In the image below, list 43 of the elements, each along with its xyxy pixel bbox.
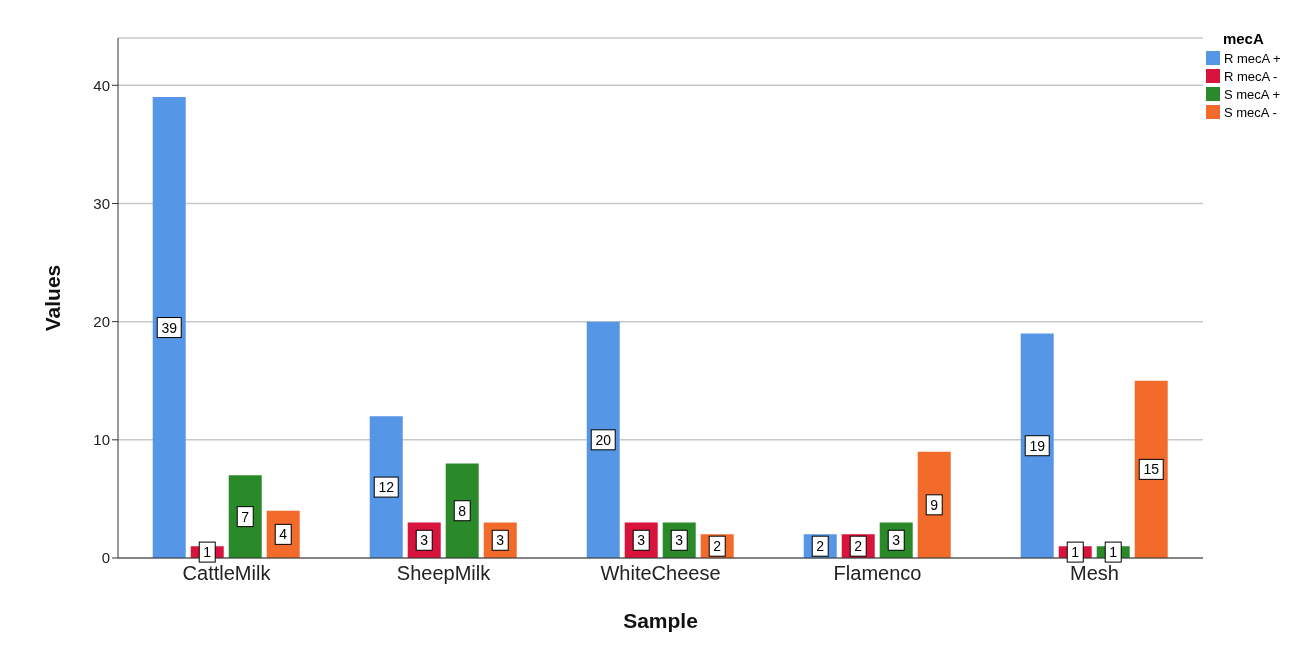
x-tick-label: SheepMilk bbox=[396, 562, 492, 585]
data-label: 2 bbox=[854, 538, 863, 555]
data-label: 3 bbox=[637, 532, 646, 549]
data-label: 39 bbox=[161, 319, 178, 336]
legend-label: R mecA - bbox=[1224, 68, 1278, 84]
data-label: 7 bbox=[241, 508, 250, 525]
y-axis-title: Values bbox=[41, 264, 65, 332]
bar bbox=[586, 321, 620, 558]
y-tick-label: 10 bbox=[93, 431, 110, 449]
x-axis-title: Sample bbox=[623, 609, 698, 632]
y-tick-label: 0 bbox=[101, 549, 110, 567]
legend-label: S mecA - bbox=[1224, 104, 1277, 120]
legend-title: mecA bbox=[1221, 30, 1265, 47]
bar bbox=[917, 451, 951, 558]
data-label: 1 bbox=[1109, 544, 1118, 561]
x-tick-label: CattleMilk bbox=[182, 562, 272, 585]
legend-label: R mecA + bbox=[1224, 50, 1281, 66]
bar bbox=[445, 463, 479, 558]
data-label: 19 bbox=[1029, 437, 1046, 454]
data-label: 2 bbox=[816, 538, 825, 555]
bar bbox=[152, 97, 186, 558]
x-tick-label: WhiteCheese bbox=[600, 562, 721, 585]
data-label: 9 bbox=[930, 496, 939, 513]
legend-label: S mecA + bbox=[1224, 86, 1280, 102]
bar bbox=[1134, 380, 1168, 558]
y-tick-label: 30 bbox=[93, 194, 110, 212]
data-label: 4 bbox=[279, 526, 288, 543]
data-label: 15 bbox=[1143, 461, 1160, 478]
y-tick-label: 20 bbox=[93, 312, 110, 330]
data-label: 3 bbox=[892, 532, 901, 549]
data-label: 3 bbox=[420, 532, 429, 549]
data-label: 1 bbox=[1071, 544, 1080, 561]
x-tick-label: Mesh bbox=[1070, 562, 1119, 585]
x-tick-label: Flamenco bbox=[833, 562, 922, 585]
data-label: 3 bbox=[675, 532, 684, 549]
y-tick-label: 40 bbox=[93, 76, 110, 94]
data-label: 20 bbox=[595, 431, 612, 448]
data-label: 1 bbox=[203, 544, 212, 561]
data-label: 12 bbox=[378, 479, 395, 496]
data-label: 3 bbox=[496, 532, 505, 549]
data-label: 2 bbox=[713, 538, 722, 555]
bar bbox=[1020, 333, 1054, 558]
data-label: 8 bbox=[458, 502, 467, 519]
